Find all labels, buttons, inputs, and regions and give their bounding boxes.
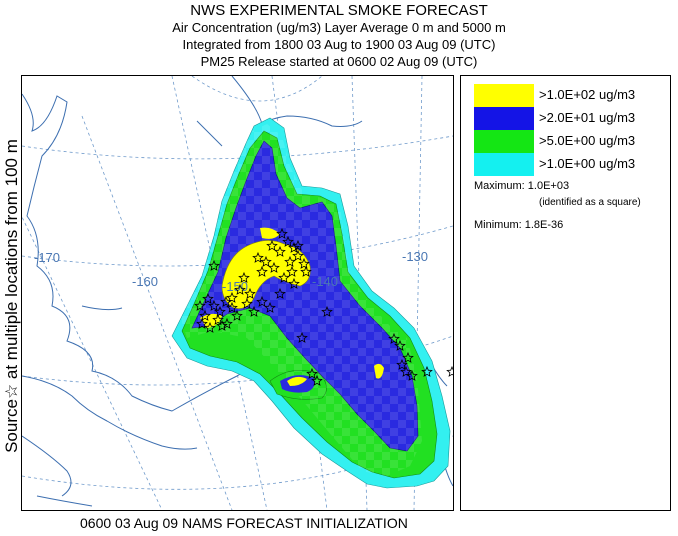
longitude-labels: -170 -160 -150 -140 -130 [34,249,428,294]
yellow-west-contour [200,313,222,328]
legend-label-yellow: >1.0E+02 ug/m3 [539,87,636,102]
yellow-north-contour [260,227,280,239]
source-star-icon [204,321,216,333]
lon-label-160: -160 [132,274,158,289]
source-star-icon [214,305,226,317]
source-star-icon [266,239,278,251]
source-star-icon [311,374,323,386]
yellow-island-contour [287,376,307,386]
yellow-south-contour [374,363,384,379]
legend-maximum-note: (identified as a square) [539,197,641,208]
source-star-icon [388,332,400,344]
source-star-icon [286,265,298,277]
source-star-icon [212,313,224,325]
legend-swatch-yellow [474,84,534,107]
source-star-icon [208,259,220,271]
source-star-icon [244,287,256,299]
source-star-icon [274,245,286,257]
map-title: NWS EXPERIMENTAL SMOKE FORECAST [190,2,488,19]
source-star-icon [221,317,233,329]
legend-item-blue: >2.0E+01 ug/m3 [474,107,664,130]
source-star-icon [194,299,206,311]
source-star-icon [298,257,310,269]
legend-swatch-green [474,130,534,153]
source-star-icon [276,227,288,239]
source-star-icon [208,299,220,311]
legend-label-cyan: >1.0E+00 ug/m3 [539,156,636,171]
legend-label-blue: >2.0E+01 ug/m3 [539,110,636,125]
source-star-icon [300,265,312,277]
source-height-label: Source☆ at multiple locations from 100 m [2,139,21,453]
source-markers [194,227,453,386]
source-star-icon [256,265,268,277]
legend-minimum: Minimum: 1.8E-36 [474,219,564,231]
legend-item-yellow: >1.0E+02 ug/m3 [474,84,664,107]
legend-swatch-cyan [474,153,534,176]
source-star-icon [264,301,276,313]
source-star-icon [260,255,272,267]
source-star-icon [226,301,238,313]
map-panel: -170 -160 -150 -140 -130 [21,75,454,511]
source-star-icon [238,271,250,283]
source-star-icon [252,251,264,263]
legend-panel: >1.0E+02 ug/m3 >2.0E+01 ug/m3 >5.0E+00 u… [460,75,671,511]
source-star-icon [268,261,280,273]
source-star-icon [421,365,433,377]
legend-label-green: >5.0E+00 ug/m3 [539,133,636,148]
source-star-icon [202,292,214,304]
lon-label-170: -170 [34,250,60,265]
source-star-icon [278,271,290,283]
source-star-icon [196,317,208,329]
source-star-icon [231,309,243,321]
smoke-map: -170 -160 -150 -140 -130 [22,76,453,510]
source-star-icon [241,297,253,309]
legend-maximum: Maximum: 1.0E+03 [474,180,570,192]
source-star-icon [216,319,228,331]
legend-item-cyan: >1.0E+00 ug/m3 [474,153,664,176]
source-star-icon [396,358,408,370]
source-star-icon [274,287,286,299]
source-star-icon [394,339,406,351]
source-star-icon [226,291,238,303]
source-star-icon [292,239,304,251]
source-star-icon [321,305,333,317]
source-star-icon [234,283,246,295]
subtitle-release-start: PM25 Release started at 0600 02 Aug 09 (… [200,54,478,69]
subtitle-concentration: Air Concentration (ug/m3) Layer Average … [172,20,506,35]
source-star-icon [292,249,304,261]
legend-swatch-blue [474,107,534,130]
source-star-icon [402,351,414,363]
source-star-icon [288,241,300,253]
forecast-initialization-footer: 0600 03 Aug 09 NAMS FORECAST INITIALIZAT… [80,515,408,531]
source-star-icon [284,255,296,267]
source-star-icon [306,367,318,379]
lon-label-130: -130 [402,249,428,264]
lon-label-140: -140 [312,274,338,289]
source-star-icon [296,331,308,343]
source-star-icon [288,277,300,289]
source-star-icon [400,365,412,377]
subtitle-integration-period: Integrated from 1800 03 Aug to 1900 03 A… [182,37,496,52]
yellow-main-contour [221,240,311,309]
source-star-icon [446,365,453,377]
source-star-icon [248,305,260,317]
source-star-icon [282,235,294,247]
source-star-icon [256,295,268,307]
source-star-icon [199,309,211,321]
source-star-icon [406,369,418,381]
lon-label-150: -150 [222,279,248,294]
legend-item-green: >5.0E+00 ug/m3 [474,130,664,153]
